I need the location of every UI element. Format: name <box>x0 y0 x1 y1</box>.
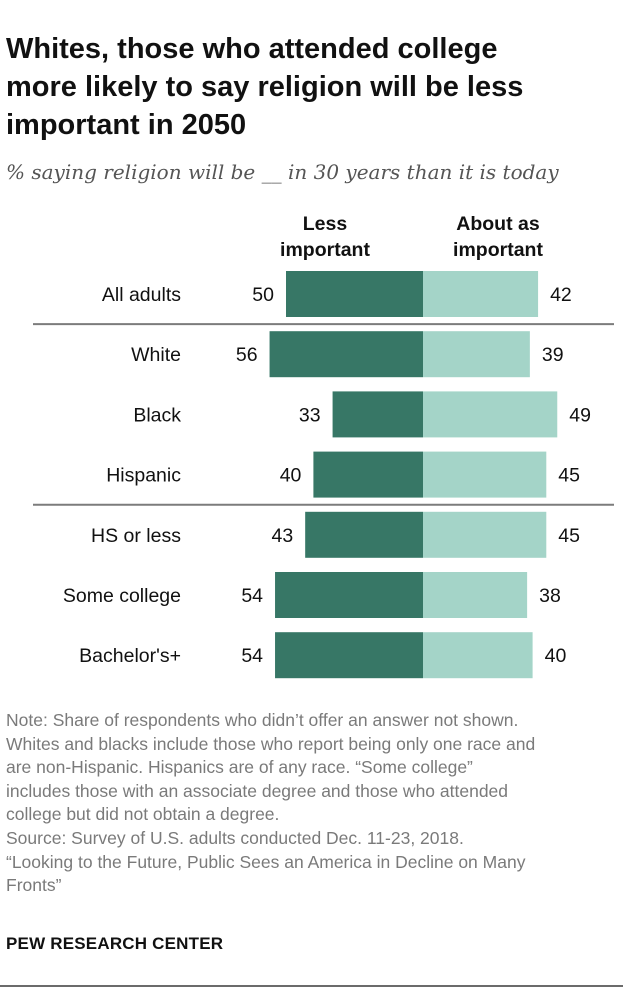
bar-about-as-important-hs-or-less <box>423 511 547 558</box>
value-label-less-important-all-adults: 50 <box>252 284 274 306</box>
diverging-bar-chart: Less important About as important All adults… <box>33 213 614 679</box>
bar-less-important-bachelor-s <box>275 632 423 679</box>
value-label-less-important-white: 56 <box>236 344 258 366</box>
value-label-less-important-hs-or-less: 43 <box>271 525 293 547</box>
bar-about-as-important-black <box>423 391 558 438</box>
category-label-hispanic: Hispanic <box>106 465 181 487</box>
source-line: “Looking to the Future, Public Sees an A… <box>6 851 526 872</box>
category-label-bachelor-s: Bachelor's+ <box>79 645 181 667</box>
bar-less-important-hs-or-less <box>305 511 423 558</box>
value-label-about-as-important-black: 49 <box>569 404 591 426</box>
category-label-black: Black <box>133 404 181 426</box>
bar-less-important-hispanic <box>313 451 423 498</box>
chart-title-line: Whites, those who attended college <box>6 33 498 65</box>
bar-about-as-important-all-adults <box>423 271 539 317</box>
value-label-less-important-hispanic: 40 <box>280 465 302 487</box>
series-header-about-as-important: important <box>453 239 543 261</box>
source-line: Fronts” <box>6 875 62 896</box>
note-line: are non-Hispanic. Hispanics are of any r… <box>6 757 473 778</box>
bar-less-important-white <box>269 331 423 378</box>
chart-title: Whites, those who attended college more … <box>6 30 606 144</box>
bar-about-as-important-bachelor-s <box>423 632 533 679</box>
category-label-white: White <box>131 344 181 366</box>
chart-title-line: more likely to say religion will be less <box>6 71 524 103</box>
note-line: includes those with an associate degree … <box>6 780 509 801</box>
bar-less-important-some-college <box>275 572 423 618</box>
value-label-less-important-black: 33 <box>299 404 321 426</box>
chart-title-line: important in 2050 <box>6 109 247 141</box>
value-label-about-as-important-white: 39 <box>542 344 564 366</box>
series-header-less-important: important <box>280 239 370 261</box>
value-label-about-as-important-all-adults: 42 <box>550 284 572 306</box>
value-label-about-as-important-some-college: 38 <box>539 585 561 607</box>
source-line: Source: Survey of U.S. adults conducted … <box>6 827 464 848</box>
value-label-about-as-important-bachelor-s: 40 <box>545 645 567 667</box>
note-line: college but did not obtain a degree. <box>6 804 280 825</box>
note-line: Note: Share of respondents who didn’t of… <box>6 710 519 730</box>
value-label-about-as-important-hs-or-less: 45 <box>558 525 580 547</box>
pew-research-center-logo-text: PEW RESEARCH CENTER <box>6 934 224 953</box>
value-label-about-as-important-hispanic: 45 <box>558 465 580 487</box>
chart-note: Note: Share of respondents who didn’t of… <box>6 709 618 898</box>
value-label-less-important-bachelor-s: 54 <box>241 645 263 667</box>
bar-less-important-all-adults <box>286 271 423 317</box>
series-header-less-important: Less <box>303 213 348 235</box>
bar-about-as-important-white <box>423 331 530 378</box>
bottom-divider <box>0 985 623 987</box>
category-label-some-college: Some college <box>63 585 181 607</box>
value-label-less-important-some-college: 54 <box>241 585 263 607</box>
category-label-all-adults: All adults <box>102 284 181 306</box>
bar-about-as-important-some-college <box>423 572 528 618</box>
series-header-about-as-important: About as <box>456 213 540 235</box>
chart-subtitle: % saying religion will be __ in 30 years… <box>6 160 559 184</box>
bar-less-important-black <box>332 391 423 438</box>
bar-about-as-important-hispanic <box>423 451 547 498</box>
note-line: Whites and blacks include those who repo… <box>6 733 536 754</box>
category-label-hs-or-less: HS or less <box>91 525 181 547</box>
